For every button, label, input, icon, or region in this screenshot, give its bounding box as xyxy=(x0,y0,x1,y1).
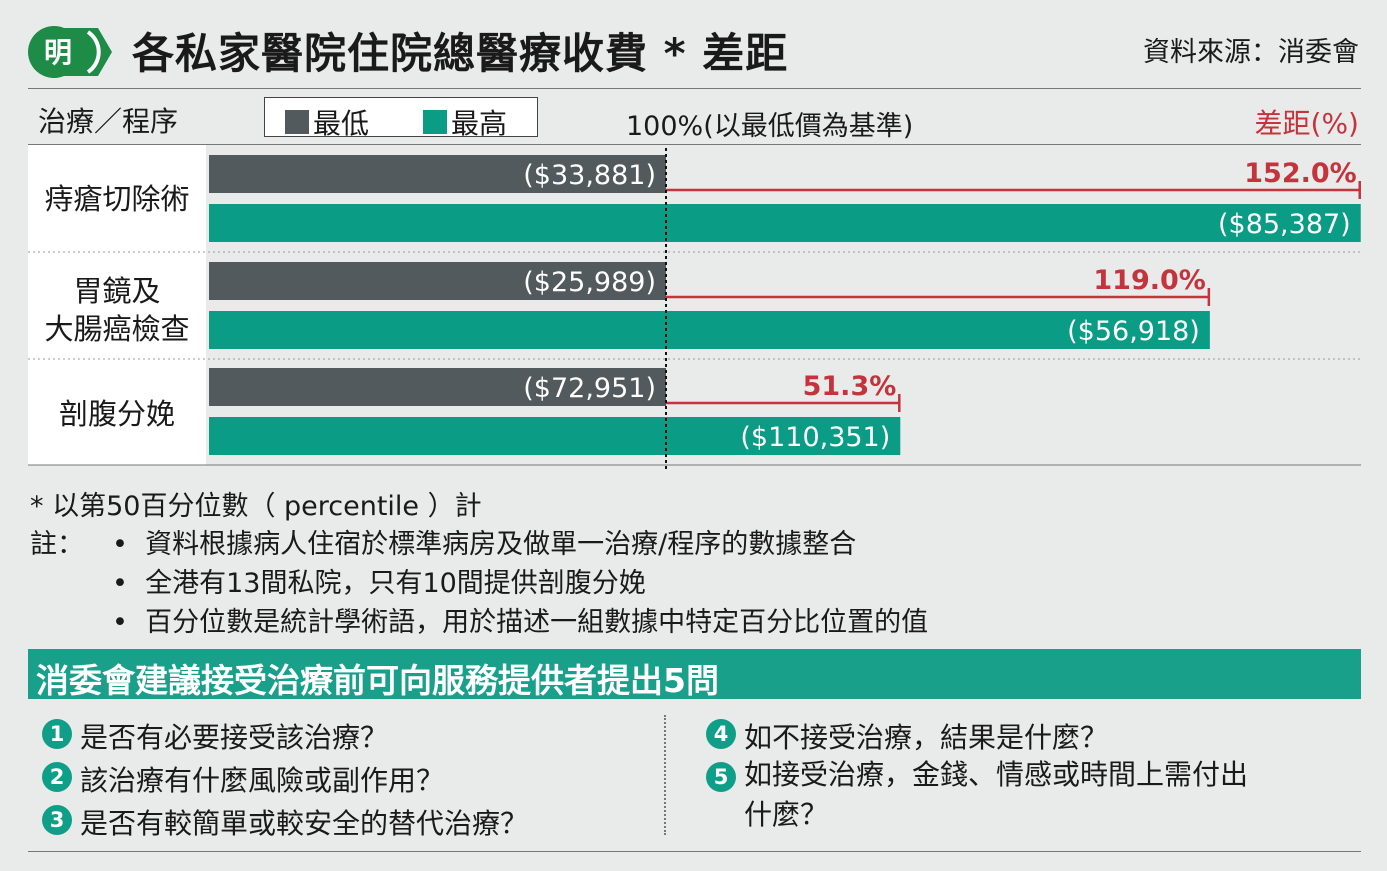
question-text: 該治療有什麼風險或副作用？ xyxy=(80,764,445,797)
max-price-label: ($110,351) xyxy=(740,422,890,453)
question-item: 5 如接受治療，金錢、情感或時間上需付出 什麼？ xyxy=(706,758,1248,835)
question-text: 如接受治療，金錢、情感或時間上需付出 什麼？ xyxy=(744,758,1249,831)
max-price-bar xyxy=(209,204,1361,242)
question-text: 如不接受治療，結果是什麼？ xyxy=(744,721,1109,754)
ming-pao-logo-icon: 明 xyxy=(28,26,112,78)
number-badge-icon: 2 xyxy=(42,762,72,792)
chart-title: 各私家醫院住院總醫療收費 * 差距 xyxy=(132,29,789,78)
category-label: 剖腹分娩 xyxy=(58,397,175,431)
note-text: 資料根據病人住宿於標準病房及做單一治療/程序的數據整合 xyxy=(145,529,857,560)
min-price-label: ($25,989) xyxy=(523,267,656,298)
number-badge-icon: 5 xyxy=(706,762,736,792)
column-divider xyxy=(664,715,666,835)
legend: 最低 最高 xyxy=(264,97,538,140)
note-item: • 百分位數是統計學術語，用於描述一組數據中特定百分比位置的值 xyxy=(112,607,929,638)
notes-prefix: 註： xyxy=(30,529,84,560)
question-item: 3 是否有較簡單或較安全的替代治療？ xyxy=(42,802,528,842)
category-column: 痔瘡切除術 胃鏡及 大腸癌檢查 剖腹分娩 xyxy=(28,145,206,465)
logo-text: 明 xyxy=(44,36,72,69)
number-badge-icon: 3 xyxy=(42,805,72,835)
note-text: 全港有13間私院，只有10間提供剖腹分娩 xyxy=(145,568,646,599)
treatment-header: 治療／程序 xyxy=(38,105,179,138)
data-source: 資料來源：消委會 xyxy=(1143,37,1359,68)
category-label: 胃鏡及 大腸癌檢查 xyxy=(44,274,190,346)
max-price-bar xyxy=(209,311,1210,349)
note-item: • 資料根據病人住宿於標準病房及做單一治療/程序的數據整合 xyxy=(112,529,857,560)
divider xyxy=(28,88,1361,89)
legend-item-min: 最低 xyxy=(285,102,369,142)
legend-label-max: 最高 xyxy=(451,107,508,140)
number-badge-icon: 4 xyxy=(706,719,736,749)
max-price-label: ($85,387) xyxy=(1218,209,1351,240)
max-price-bar xyxy=(209,417,901,455)
question-item: 2 該治療有什麼風險或副作用？ xyxy=(42,759,444,799)
note-text: 百分位數是統計學術語，用於描述一組數據中特定百分比位置的值 xyxy=(145,607,929,638)
legend-swatch-min xyxy=(285,110,309,134)
legend-swatch-max xyxy=(423,110,447,134)
max-price-label: ($56,918) xyxy=(1067,316,1200,347)
difference-percent-label: 119.0% xyxy=(1093,265,1205,296)
min-price-bar xyxy=(209,368,666,406)
difference-percent-label: 51.3% xyxy=(803,371,897,402)
banner-title: 消委會建議接受治療前可向服務提供者提出5問 xyxy=(36,661,719,700)
divider xyxy=(28,144,1361,145)
min-price-bar xyxy=(209,262,666,300)
difference-percent-label: 152.0% xyxy=(1244,158,1356,189)
category-label: 痔瘡切除術 xyxy=(44,182,190,216)
difference-header: 差距(%) xyxy=(1254,107,1359,140)
legend-item-max: 最高 xyxy=(423,102,507,142)
bar-chart: ($33,881) ($85,387) 152.0% ($25,989) ($56,91… xyxy=(28,148,1361,470)
note-item: • 全港有13間私院，只有10間提供剖腹分娩 xyxy=(112,568,646,599)
legend-label-min: 最低 xyxy=(313,107,370,140)
baseline-header: 100%(以最低價為基準) xyxy=(626,111,914,142)
advice-banner: 消委會建議接受治療前可向服務提供者提出5問 xyxy=(28,649,1361,700)
question-text: 是否有較簡單或較安全的替代治療？ xyxy=(80,807,529,840)
divider xyxy=(28,851,1361,852)
question-item: 4 如不接受治療，結果是什麼？ xyxy=(706,716,1108,756)
number-badge-icon: 1 xyxy=(42,719,72,749)
question-text: 是否有必要接受該治療？ xyxy=(80,721,389,754)
footnote: * 以第50百分位數（ percentile ）計 xyxy=(30,491,482,522)
min-price-label: ($33,881) xyxy=(523,160,656,191)
question-item: 1 是否有必要接受該治療？ xyxy=(42,716,388,756)
min-price-bar xyxy=(209,155,666,193)
min-price-label: ($72,951) xyxy=(523,373,656,404)
